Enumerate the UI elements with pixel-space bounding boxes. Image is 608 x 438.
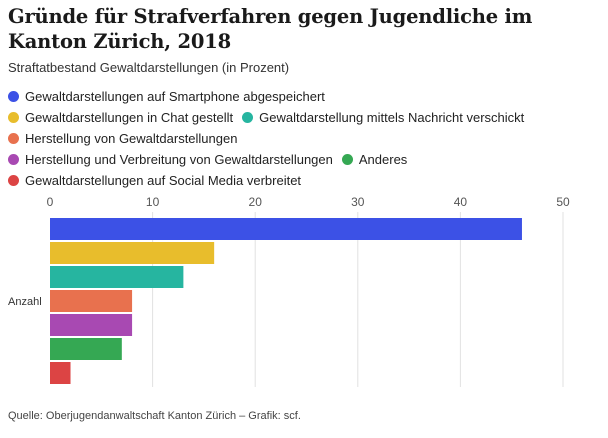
source-note: Quelle: Oberjugendanwaltschaft Kanton Zü… xyxy=(8,410,301,422)
chart-subtitle: Straftatbestand Gewaltdarstellungen (in … xyxy=(8,60,290,75)
legend-swatch-icon xyxy=(242,112,254,123)
legend-label: Herstellung von Gewaltdarstellungen xyxy=(25,131,238,146)
bar xyxy=(50,290,133,312)
legend-item: Herstellung und Verbreitung von Gewaltda… xyxy=(8,149,333,170)
x-tick-label: 30 xyxy=(351,195,365,209)
x-tick-label: 20 xyxy=(249,195,263,209)
x-tick-label: 0 xyxy=(47,195,54,209)
x-tick-label: 40 xyxy=(454,195,468,209)
legend-swatch-icon xyxy=(8,133,19,144)
legend-label: Gewaltdarstellungen auf Smartphone abges… xyxy=(25,89,325,104)
legend-label: Gewaltdarstellungen auf Social Media ver… xyxy=(25,173,302,188)
legend-row: Gewaltdarstellungen in Chat gestellt Gew… xyxy=(8,107,598,128)
legend-item: Gewaltdarstellungen auf Smartphone abges… xyxy=(8,86,325,107)
legend-swatch-icon xyxy=(8,112,19,123)
legend-item: Gewaltdarstellungen auf Social Media ver… xyxy=(8,170,301,191)
bar xyxy=(50,314,133,336)
y-category-label: Anzahl xyxy=(8,296,42,308)
legend-label: Gewaltdarstellungen in Chat gestellt xyxy=(25,110,234,125)
bar-chart: 0 10 20 30 40 50 Anzahl xyxy=(8,195,570,387)
legend-swatch-icon xyxy=(8,154,19,165)
legend-item: Gewaltdarstellungen in Chat gestellt xyxy=(8,107,233,128)
legend-label: Herstellung und Verbreitung von Gewaltda… xyxy=(25,152,333,167)
bar xyxy=(50,338,122,360)
legend-row: Herstellung von Gewaltdarstellungen xyxy=(8,128,598,149)
bar xyxy=(50,218,522,240)
legend-label: Anderes xyxy=(358,152,408,167)
chart-title: Gründe für Strafverfahren gegen Jugendli… xyxy=(8,5,533,53)
legend-item: Gewaltdarstellung mittels Nachricht vers… xyxy=(242,107,524,128)
legend-label: Gewaltdarstellung mittels Nachricht vers… xyxy=(259,110,525,125)
bar xyxy=(50,242,215,264)
legend-item: Anderes xyxy=(341,149,408,170)
x-tick-label: 50 xyxy=(556,195,570,209)
bar xyxy=(50,362,71,384)
legend-row: Gewaltdarstellungen auf Smartphone abges… xyxy=(8,86,598,107)
bar xyxy=(50,266,184,288)
legend-row: Herstellung und Verbreitung von Gewaltda… xyxy=(8,149,598,170)
x-tick-label: 10 xyxy=(146,195,160,209)
legend-row: Gewaltdarstellungen auf Social Media ver… xyxy=(8,170,598,191)
legend-item: Herstellung von Gewaltdarstellungen xyxy=(8,128,237,149)
legend-swatch-icon xyxy=(8,175,19,186)
legend-swatch-icon xyxy=(341,154,353,165)
legend: Gewaltdarstellungen auf Smartphone abges… xyxy=(8,86,598,191)
legend-swatch-icon xyxy=(8,91,19,102)
